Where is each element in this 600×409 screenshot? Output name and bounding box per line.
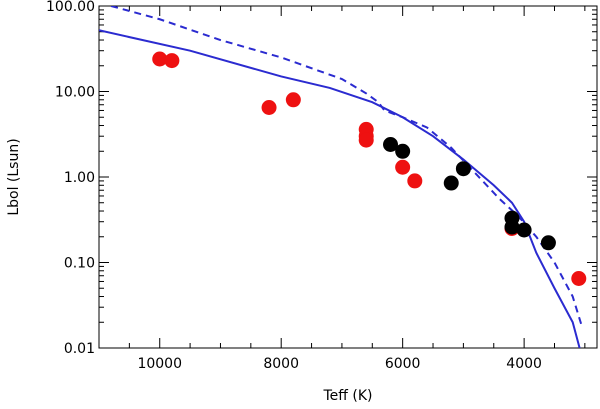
red-data-point — [164, 53, 180, 69]
red-data-point — [407, 173, 423, 189]
red-data-point — [261, 99, 277, 115]
black-data-point — [504, 219, 520, 235]
black-data-point — [455, 161, 471, 177]
line-series-group — [99, 6, 583, 348]
y-tick-label: 10.00 — [55, 85, 95, 101]
red-data-point — [285, 92, 301, 108]
y-axis-label: Lbol (Lsun) — [6, 138, 22, 215]
black-data-point — [383, 136, 399, 152]
x-tick-label: 4000 — [506, 356, 542, 372]
x-tick-label: 6000 — [385, 356, 421, 372]
black-data-point — [395, 143, 411, 159]
x-tick-label: 10000 — [137, 356, 182, 372]
y-tick-label: 0.10 — [64, 256, 95, 272]
black-data-point — [443, 175, 459, 191]
x-axis-label: Teff (K) — [323, 388, 373, 404]
red-data-point — [571, 270, 587, 286]
red-data-point — [358, 132, 374, 148]
red-data-point — [152, 51, 168, 67]
y-tick-label: 1.00 — [64, 170, 95, 186]
y-tick-label: 100.00 — [46, 0, 95, 15]
x-tick-label: 8000 — [263, 356, 299, 372]
plot-area — [99, 6, 587, 348]
black-data-point — [540, 235, 556, 251]
red-data-point — [395, 159, 411, 175]
black-data-point — [516, 222, 532, 238]
x-axis-ticks: 10000 8000 6000 4000 — [98, 6, 586, 372]
y-axis-ticks: 0.01 0.10 1.00 10.00 100.00 — [46, 0, 597, 357]
dashed-model-line — [110, 6, 583, 327]
y-tick-label: 0.01 — [64, 341, 95, 357]
